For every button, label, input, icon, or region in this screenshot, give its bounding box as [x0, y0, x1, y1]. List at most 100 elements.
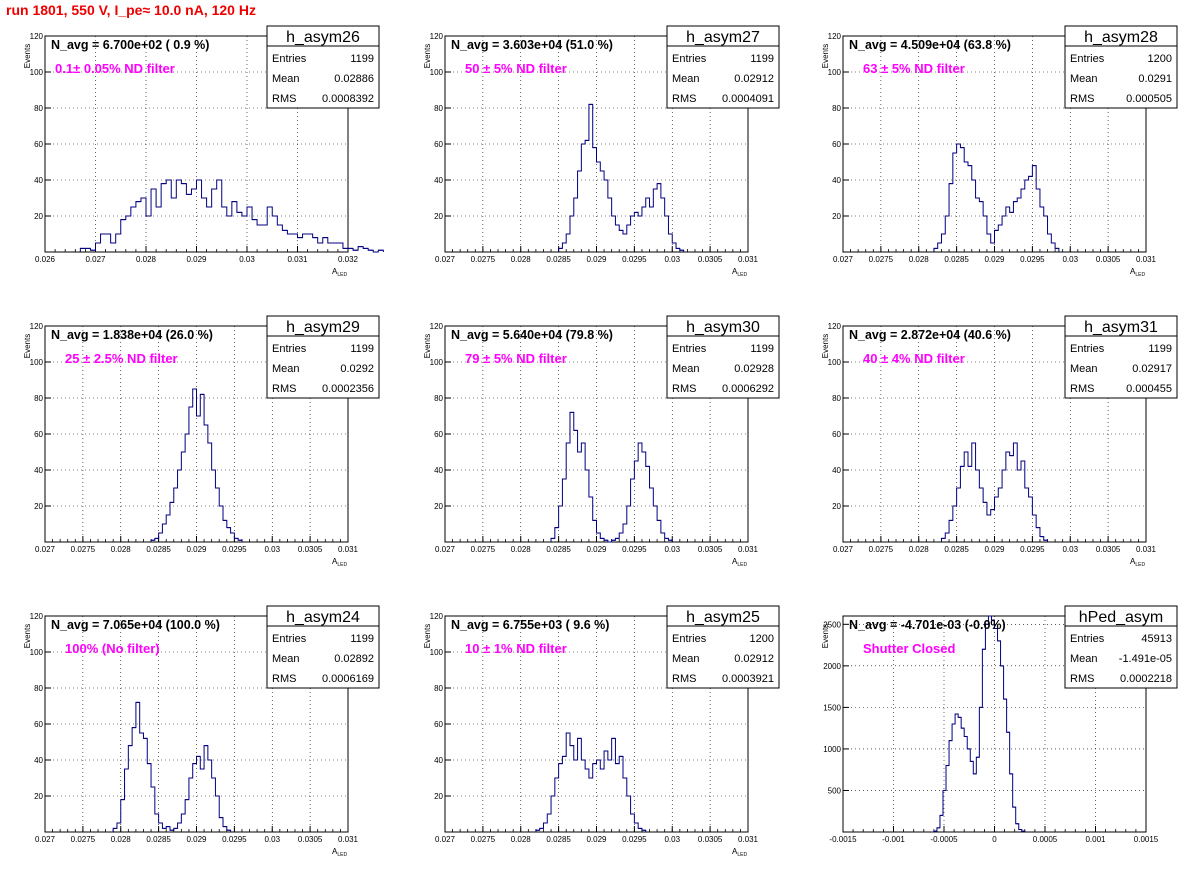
y-tick-label: 100: [30, 648, 44, 657]
stats-value: 1199: [750, 53, 774, 65]
histogram-name: hPed_asym: [1079, 609, 1164, 626]
histogram-panel-h_asym29: 0.027 0.0275 0.028 0.0285 0.029 0.0295 0.03 0.0…: [23, 315, 380, 568]
stats-value: 0.0006169: [322, 673, 374, 685]
y-tick-label: 60: [832, 140, 841, 149]
x-tick-label: 0.031: [338, 545, 359, 554]
n-avg-annotation: N_avg = 3.603e+04 (51.0 %): [451, 38, 613, 52]
x-tick-label: 0.029: [586, 545, 607, 554]
y-tick-label: 60: [34, 720, 43, 729]
y-tick-label: 100: [430, 358, 444, 367]
stats-label: Entries: [272, 633, 307, 645]
filter-label: 100% (No filter): [65, 641, 160, 656]
x-axis-title: ALED: [732, 847, 747, 858]
x-tick-label: 0.029: [186, 835, 207, 844]
x-axis-title: ALED: [732, 557, 747, 568]
x-tick-label: 0.029: [984, 255, 1005, 264]
stats-value: -1.491e-05: [1119, 653, 1172, 665]
x-tick-label: 0.027: [85, 255, 106, 264]
y-tick-label: 20: [34, 502, 43, 511]
x-tick-label: 0.0305: [1096, 545, 1121, 554]
stats-label: Mean: [672, 363, 700, 375]
stats-label: Entries: [272, 343, 307, 355]
stats-value: 0.0003921: [722, 673, 774, 685]
stats-value: 1199: [350, 633, 374, 645]
stats-value: 0.0291: [1138, 73, 1172, 85]
stats-value: 0.02912: [734, 653, 774, 665]
x-tick-label: 0.028: [511, 255, 532, 264]
stats-box: [1064, 25, 1178, 109]
x-tick-label: 0.0275: [471, 255, 496, 264]
x-tick-label: 0.028: [111, 545, 132, 554]
y-tick-label: 100: [430, 68, 444, 77]
stats-value: 1200: [750, 633, 774, 645]
x-tick-label: 0.0275: [71, 545, 96, 554]
y-tick-label: 20: [434, 212, 443, 221]
x-axis-title: ALED: [332, 267, 347, 278]
n-avg-annotation: N_avg = -4.701e-03 (-0.0%): [849, 618, 1006, 632]
filter-label: 79 ± 5% ND filter: [465, 351, 567, 366]
x-tick-label: 0.0305: [298, 545, 323, 554]
y-tick-label: 80: [832, 104, 841, 113]
x-tick-label: -0.0005: [930, 835, 958, 844]
x-tick-label: 0.0285: [944, 255, 969, 264]
histogram-line: [550, 411, 673, 543]
x-tick-label: 0.0295: [1020, 545, 1045, 554]
x-tick-label: 0.0305: [698, 545, 723, 554]
y-tick-label: 40: [34, 466, 43, 475]
filter-label: 63 ± 5% ND filter: [863, 61, 965, 76]
y-tick-label: 120: [828, 32, 842, 41]
x-tick-label: 0.0305: [698, 835, 723, 844]
x-tick-label: 0.0295: [1020, 255, 1045, 264]
x-tick-label: 0.029: [586, 835, 607, 844]
y-tick-label: 120: [430, 32, 444, 41]
y-tick-label: 120: [30, 322, 44, 331]
x-tick-label: -0.001: [882, 835, 905, 844]
stats-label: Entries: [1070, 53, 1105, 65]
stats-value: 0.02917: [1132, 363, 1172, 375]
x-tick-label: 0.0295: [622, 255, 647, 264]
n-avg-annotation: N_avg = 2.872e+04 (40.6 %): [849, 328, 1011, 342]
x-tick-label: 0.027: [833, 545, 854, 554]
x-tick-label: 0.0305: [1096, 255, 1121, 264]
x-tick-label: 0.028: [111, 835, 132, 844]
x-tick-label: 0.029: [984, 545, 1005, 554]
y-tick-label: 1500: [823, 703, 841, 712]
x-tick-label: 0.027: [435, 545, 456, 554]
x-tick-label: 0.0015: [1134, 835, 1159, 844]
y-tick-label: 20: [34, 792, 43, 801]
x-tick-label: 0.026: [35, 255, 56, 264]
stats-label: RMS: [272, 93, 296, 105]
x-tick-label: 0.03: [1062, 545, 1078, 554]
n-avg-annotation: N_avg = 6.700e+02 ( 0.9 %): [51, 38, 209, 52]
y-tick-label: 80: [34, 684, 43, 693]
run-title: run 1801, 550 V, I_pe≈ 10.0 nA, 120 Hz: [6, 2, 256, 18]
stats-label: RMS: [1070, 93, 1094, 105]
x-tick-label: 0.03: [664, 255, 680, 264]
y-axis-title: Events: [423, 334, 432, 358]
x-tick-label: 0.0305: [298, 835, 323, 844]
x-tick-label: 0.029: [186, 255, 207, 264]
y-axis-title: Events: [23, 334, 32, 358]
y-tick-label: 100: [30, 68, 44, 77]
histogram-name: h_asym28: [1084, 29, 1158, 46]
y-tick-label: 80: [434, 104, 443, 113]
stats-label: Mean: [272, 363, 300, 375]
x-axis-title: ALED: [332, 557, 347, 568]
histogram-panel-h_asym24: 0.027 0.0275 0.028 0.0285 0.029 0.0295 0.03 0.0…: [23, 605, 380, 858]
x-tick-label: 0.0005: [1033, 835, 1058, 844]
y-tick-label: 20: [832, 212, 841, 221]
x-tick-label: 0: [992, 835, 997, 844]
stats-label: Entries: [672, 343, 707, 355]
x-tick-label: 0.0295: [622, 545, 647, 554]
stats-value: 0.0008392: [322, 93, 374, 105]
x-tick-label: -0.0015: [829, 835, 857, 844]
histogram-name: h_asym30: [686, 319, 760, 336]
stats-box: [666, 605, 780, 689]
stats-label: Mean: [272, 73, 300, 85]
stats-value: 1199: [350, 53, 374, 65]
y-tick-label: 80: [34, 394, 43, 403]
n-avg-annotation: N_avg = 6.755e+03 ( 9.6 %): [451, 618, 609, 632]
x-axis-title: ALED: [732, 267, 747, 278]
y-tick-label: 60: [434, 720, 443, 729]
histogram-panel-hPed_asym: -0.0015 -0.001 -0.0005 0 0.0005 0.001 0.0015 50…: [821, 605, 1178, 844]
